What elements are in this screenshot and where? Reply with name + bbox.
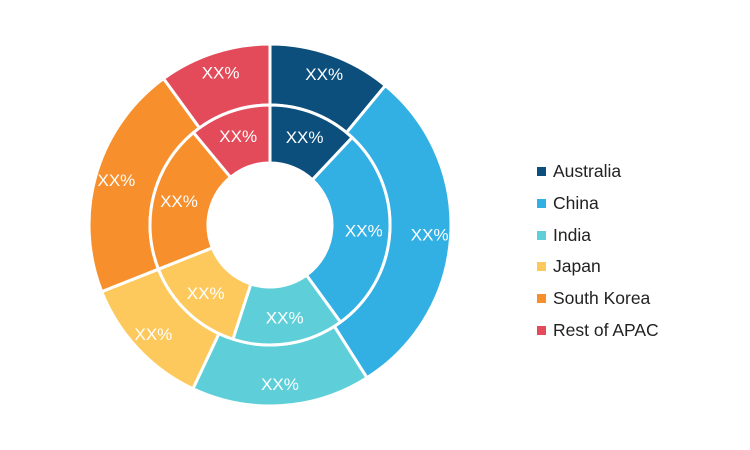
inner-slice-china [304, 136, 392, 324]
inner-slice-label-south-korea: XX% [160, 192, 198, 211]
inner-slice-label-rest-of-apac: XX% [219, 127, 257, 146]
outer-slice-label-china: XX% [411, 226, 449, 245]
legend-item-india: India [537, 219, 659, 251]
legend-label: India [553, 224, 591, 245]
legend-label: China [553, 193, 599, 214]
inner-slice-label-japan: XX% [187, 284, 225, 303]
outer-slice-label-australia: XX% [305, 65, 343, 84]
legend-swatch [537, 167, 546, 177]
inner-slice-south-korea [148, 131, 232, 271]
outer-slice-label-japan: XX% [135, 325, 173, 344]
legend-item-china: China [537, 188, 659, 220]
legend-label: Australia [553, 161, 622, 182]
legend: Australia China India Japan South Korea Rest … [537, 156, 659, 346]
inner-slice-label-australia: XX% [286, 128, 324, 147]
outer-slice-label-india: XX% [261, 375, 299, 394]
legend-label: South Korea [553, 288, 651, 309]
slice-labels: XX% XX% XX% XX% XX% XX% XX% XX% XX% XX% XX% XX% [98, 63, 449, 394]
legend-item-south-korea: South Korea [537, 283, 659, 315]
legend-item-australia: Australia [537, 156, 659, 188]
outer-ring [87, 42, 453, 408]
legend-swatch [537, 325, 546, 335]
outer-slice-label-rest-of-apac: XX% [202, 63, 240, 82]
inner-ring [148, 103, 392, 347]
legend-label: Japan [553, 256, 601, 277]
legend-swatch [537, 199, 546, 209]
legend-item-rest-of-apac: Rest of APAC [537, 314, 659, 346]
legend-item-japan: Japan [537, 251, 659, 283]
legend-swatch [537, 230, 546, 240]
outer-slice-label-south-korea: XX% [98, 171, 136, 190]
inner-slice-rest-of-apac [192, 103, 272, 179]
inner-slice-label-india: XX% [266, 308, 304, 327]
legend-label: Rest of APAC [553, 319, 659, 340]
legend-swatch [537, 294, 546, 304]
inner-slice-label-china: XX% [345, 221, 383, 240]
legend-swatch [537, 262, 546, 272]
